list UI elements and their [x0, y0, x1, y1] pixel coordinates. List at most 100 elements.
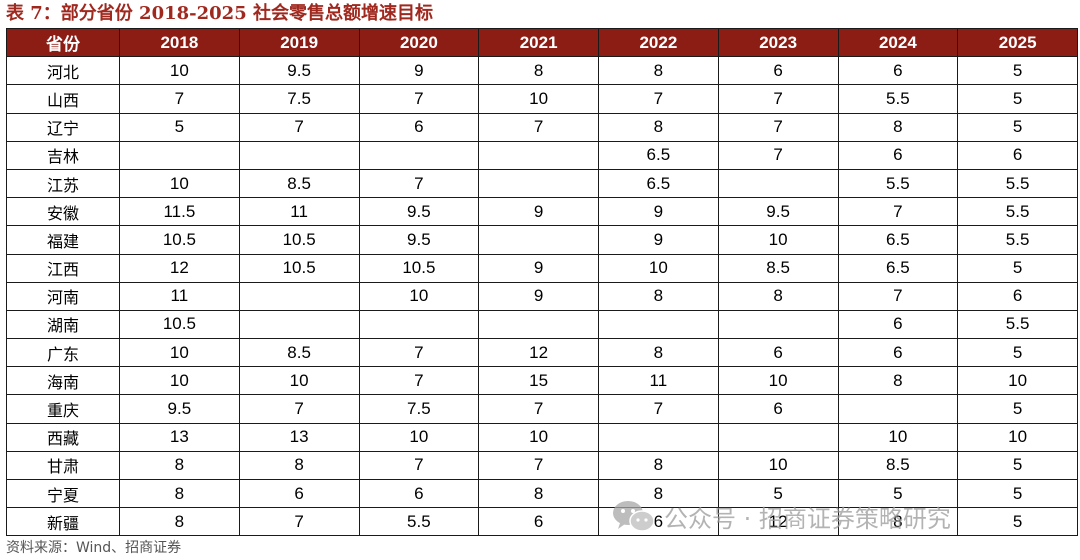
- value-cell: 9.5: [238, 56, 360, 86]
- table-row: 西藏 13 13 10 10 10 10: [6, 422, 1078, 452]
- value-cell: 9: [598, 197, 719, 227]
- value-cell: 7: [478, 450, 599, 481]
- value-cell: 5.5: [957, 309, 1078, 340]
- value-cell: [478, 168, 599, 199]
- province-cell: 吉林: [6, 140, 120, 170]
- province-cell: 湖南: [6, 309, 120, 340]
- header-year: 2018: [119, 27, 240, 58]
- province-cell: 辽宁: [6, 112, 120, 142]
- table-row: 新疆 8 7 5.5 6 6 12 8 5: [6, 507, 1078, 537]
- value-cell: 10: [717, 225, 839, 255]
- value-cell: 9: [478, 253, 599, 283]
- value-cell: 9: [478, 197, 599, 227]
- table-row: 安徽 11.5 11 9.5 9 9 9.5 7 5.5: [6, 197, 1078, 227]
- value-cell: 5: [957, 84, 1078, 114]
- value-cell: 9.5: [119, 394, 240, 424]
- value-cell: 9: [478, 281, 599, 311]
- value-cell: 5: [957, 338, 1078, 368]
- table-row: 甘肃 8 8 7 7 8 10 8.5 5: [6, 450, 1078, 481]
- province-cell: 宁夏: [6, 478, 120, 509]
- value-cell: 5.5: [358, 507, 480, 537]
- value-cell: 5: [957, 56, 1078, 86]
- source-note: 资料来源：Wind、招商证券: [6, 540, 182, 556]
- value-cell: 7: [837, 281, 959, 311]
- value-cell: 6: [957, 140, 1078, 170]
- value-cell: [598, 309, 719, 340]
- value-cell: 7: [119, 84, 240, 114]
- value-cell: 10.5: [358, 253, 480, 283]
- value-cell: 6: [598, 507, 719, 537]
- value-cell: 5: [717, 478, 839, 509]
- table-row: 海南 10 10 7 15 11 10 8 10: [6, 366, 1078, 396]
- value-cell: 7: [717, 84, 839, 114]
- value-cell: 10: [119, 56, 240, 86]
- value-cell: 7: [238, 394, 360, 424]
- value-cell: 6: [358, 112, 480, 142]
- header-row: 省份 2018 2019 2020 2021 2022 2023 2024 2025: [6, 27, 1078, 58]
- value-cell: 5: [837, 478, 959, 509]
- table-row: 江西 12 10.5 10.5 9 10 8.5 6.5 5: [6, 253, 1078, 283]
- value-cell: 7: [238, 112, 360, 142]
- value-cell: 7: [238, 507, 360, 537]
- province-cell: 江西: [6, 253, 120, 283]
- value-cell: [598, 422, 719, 452]
- value-cell: 6: [717, 338, 839, 368]
- header-year: 2020: [358, 27, 480, 58]
- value-cell: 10: [478, 84, 599, 114]
- value-cell: 5: [957, 394, 1078, 424]
- province-cell: 河南: [6, 281, 120, 311]
- value-cell: 10: [717, 366, 839, 396]
- value-cell: 7: [717, 112, 839, 142]
- value-cell: [238, 281, 360, 311]
- value-cell: 12: [478, 338, 599, 368]
- value-cell: [717, 168, 839, 199]
- value-cell: 8: [598, 338, 719, 368]
- value-cell: [478, 140, 599, 170]
- value-cell: 6: [837, 309, 959, 340]
- value-cell: 6: [837, 140, 959, 170]
- province-cell: 江苏: [6, 168, 120, 199]
- table-title: 表 7：部分省份 2018-2025 社会零售总额增速目标: [6, 3, 433, 24]
- value-cell: 8: [598, 112, 719, 142]
- value-cell: 6: [358, 478, 480, 509]
- value-cell: 7: [837, 197, 959, 227]
- province-cell: 河北: [6, 56, 120, 86]
- value-cell: 6: [717, 394, 839, 424]
- value-cell: 5.5: [837, 84, 959, 114]
- value-cell: 10: [358, 281, 480, 311]
- value-cell: 10: [957, 366, 1078, 396]
- header-year: 2019: [238, 27, 360, 58]
- table-row: 湖南 10.5 6 5.5: [6, 309, 1078, 340]
- value-cell: 8.5: [238, 168, 360, 199]
- province-cell: 福建: [6, 225, 120, 255]
- value-cell: 9: [358, 56, 480, 86]
- value-cell: 5: [957, 253, 1078, 283]
- province-cell: 新疆: [6, 507, 120, 537]
- value-cell: 8: [717, 281, 839, 311]
- value-cell: [478, 309, 599, 340]
- value-cell: 7: [717, 140, 839, 170]
- value-cell: 7: [358, 84, 480, 114]
- value-cell: 10.5: [119, 309, 240, 340]
- value-cell: 10: [358, 422, 480, 452]
- value-cell: 6.5: [598, 140, 719, 170]
- value-cell: 6: [837, 56, 959, 86]
- value-cell: 6: [478, 507, 599, 537]
- value-cell: 5: [957, 507, 1078, 537]
- value-cell: 7: [478, 112, 599, 142]
- value-cell: [238, 309, 360, 340]
- value-cell: 8: [238, 450, 360, 481]
- value-cell: 6.5: [837, 253, 959, 283]
- header-year: 2022: [598, 27, 719, 58]
- value-cell: 7: [358, 366, 480, 396]
- value-cell: 6: [957, 281, 1078, 311]
- value-cell: [358, 140, 480, 170]
- value-cell: 8: [478, 56, 599, 86]
- value-cell: 7: [358, 338, 480, 368]
- table-row: 山西 7 7.5 7 10 7 7 5.5 5: [6, 84, 1078, 114]
- value-cell: 15: [478, 366, 599, 396]
- value-cell: [717, 422, 839, 452]
- province-cell: 安徽: [6, 197, 120, 227]
- value-cell: 9.5: [358, 225, 480, 255]
- table-row: 广东 10 8.5 7 12 8 6 6 5: [6, 338, 1078, 368]
